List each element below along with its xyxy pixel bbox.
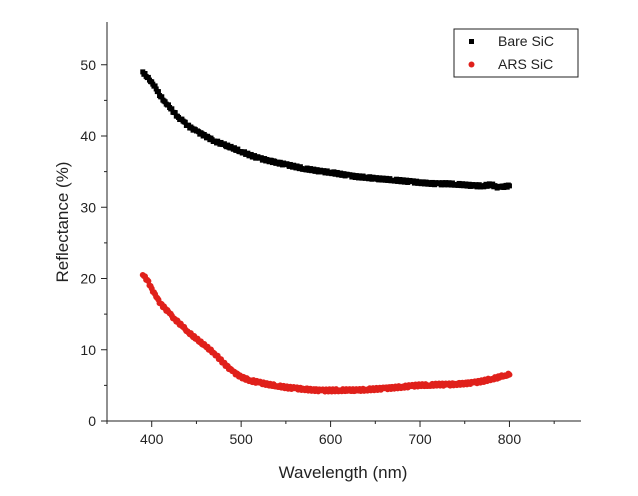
x-axis-title: Wavelength (nm) (279, 463, 408, 482)
data-marker (245, 150, 251, 156)
x-tick-label: 600 (319, 431, 343, 447)
y-tick-label: 0 (88, 413, 96, 429)
data-marker (174, 113, 180, 119)
legend-box (453, 28, 579, 78)
data-marker (235, 146, 241, 152)
plot-frame (106, 22, 581, 422)
data-marker (172, 110, 178, 116)
data-marker (159, 94, 165, 100)
data-marker (161, 98, 167, 104)
legend-marker-ars-sic (468, 61, 475, 68)
data-marker (155, 89, 161, 95)
y-tick-label: 20 (80, 271, 96, 287)
data-marker (165, 102, 171, 108)
x-tick-label: 700 (408, 431, 432, 447)
y-tick-label: 30 (80, 199, 96, 215)
x-tick-label: 500 (229, 431, 253, 447)
x-tick-label: 800 (498, 431, 522, 447)
legend-label-bare-sic: Bare SiC (498, 33, 554, 49)
data-marker (228, 143, 234, 149)
y-axis-ticks: 0 10 20 30 40 50 (80, 57, 107, 429)
x-axis-ticks: 400 500 600 700 800 (106, 421, 555, 447)
data-marker (147, 282, 154, 289)
y-axis-title: Reflectance (%) (53, 162, 72, 283)
data-point (153, 86, 159, 92)
data-marker (145, 74, 151, 80)
data-marker (505, 370, 512, 377)
x-tick-label: 400 (140, 431, 164, 447)
data-marker (152, 83, 158, 89)
legend-label-ars-sic: ARS SiC (498, 56, 553, 72)
legend: Bare SiC ARS SiC (453, 28, 579, 78)
data-marker (201, 131, 207, 137)
y-tick-label: 10 (80, 342, 96, 358)
series-layer (139, 69, 513, 395)
data-marker (505, 182, 511, 188)
series-ars-sic (139, 271, 513, 395)
data-marker (179, 116, 185, 122)
y-tick-label: 50 (80, 57, 96, 73)
series-bare-sic (140, 69, 512, 191)
data-marker (142, 71, 148, 77)
legend-marker-bare-sic (469, 39, 474, 44)
data-marker (291, 162, 297, 168)
data-marker (169, 106, 175, 112)
y-tick-label: 40 (80, 128, 96, 144)
data-marker (148, 79, 154, 85)
data-marker (188, 124, 194, 130)
data-marker (182, 119, 188, 125)
